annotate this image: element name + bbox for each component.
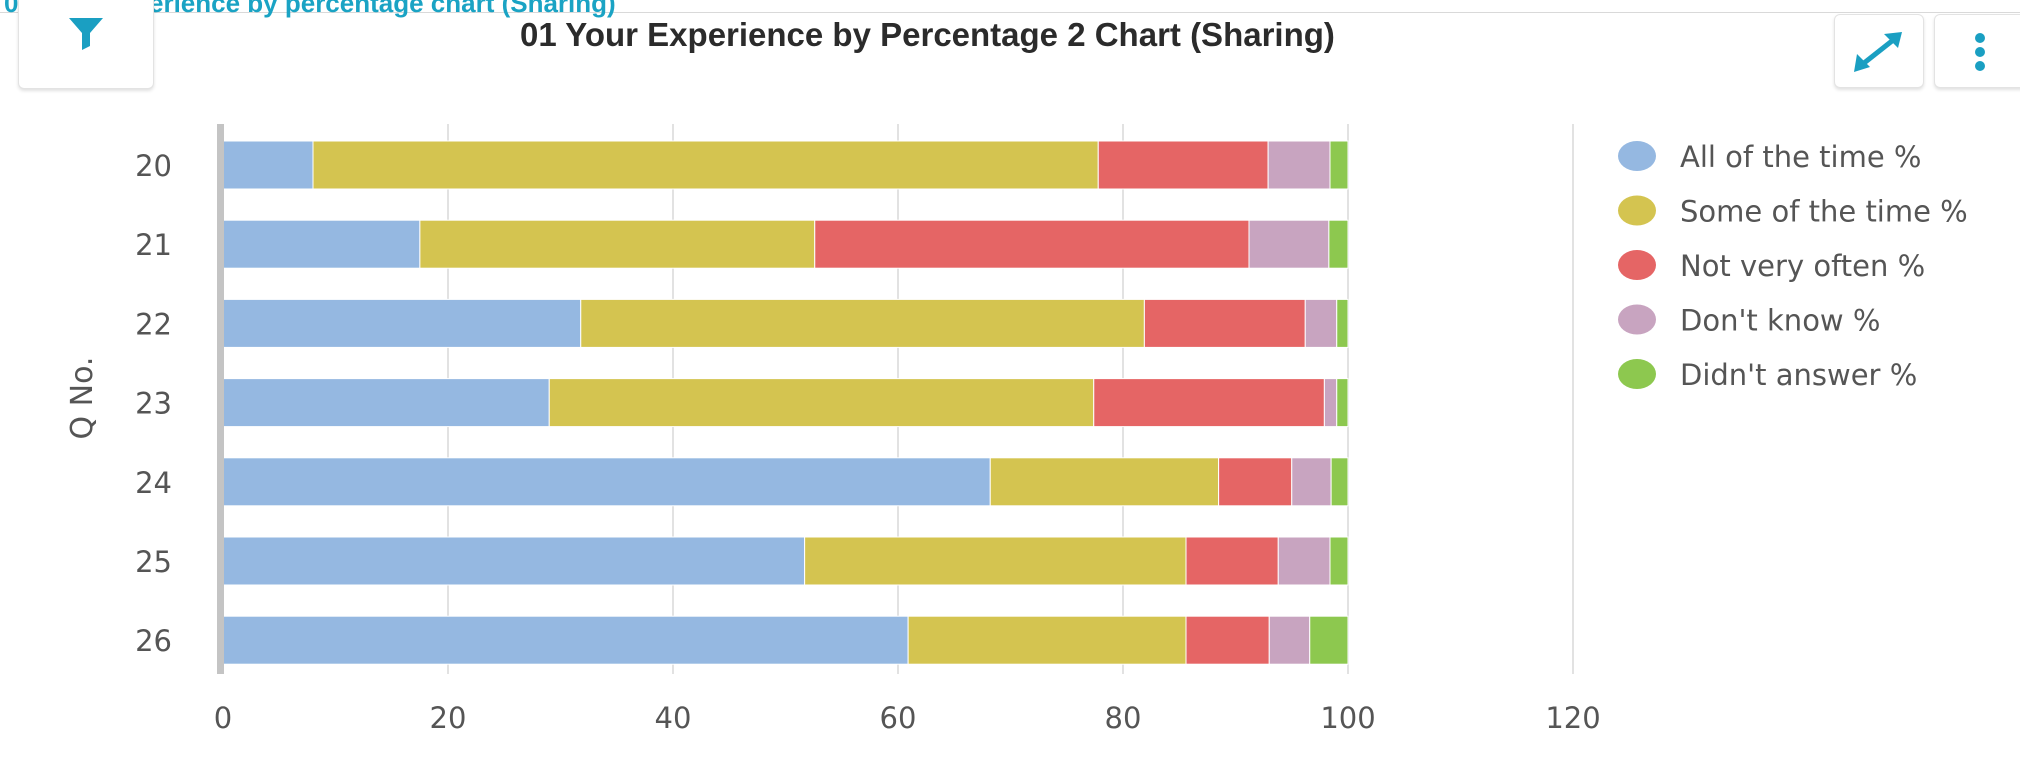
legend-marker <box>1618 250 1656 280</box>
page-heading: 01 Your experience by percentage chart (… <box>4 0 616 18</box>
bar-segment <box>1336 378 1349 428</box>
chart-title: 01 Your Experience by Percentage 2 Chart… <box>520 16 1335 53</box>
bar-segment <box>1185 536 1279 586</box>
x-tick-label: 60 <box>880 701 917 735</box>
y-category-label: 22 <box>135 307 172 341</box>
bar-segment <box>1291 457 1332 507</box>
menu-button[interactable] <box>1934 14 2020 88</box>
legend-marker <box>1618 141 1656 171</box>
bar-segment <box>222 536 806 586</box>
bar-segment <box>222 457 991 507</box>
bar-segment <box>1248 219 1330 269</box>
x-tick-label: 40 <box>655 701 692 735</box>
bar-segment <box>222 615 909 665</box>
bar-segment <box>1093 378 1325 428</box>
y-axis-categories: 20 21 22 23 24 25 26 <box>135 149 172 658</box>
legend-marker <box>1618 304 1656 335</box>
legend-label: Not very often % <box>1680 249 1925 283</box>
x-tick-label: 120 <box>1545 701 1600 735</box>
bar-segment <box>1328 219 1349 269</box>
bar-segment <box>222 219 421 269</box>
bar-segment <box>1268 615 1311 665</box>
bars <box>222 140 1349 665</box>
bar-segment <box>1097 140 1269 190</box>
bar-segment <box>1304 298 1338 348</box>
y-category-label: 20 <box>135 149 172 183</box>
y-category-label: 25 <box>135 545 172 579</box>
x-tick-label: 0 <box>214 701 232 735</box>
bar-segment <box>1277 536 1331 586</box>
bar-segment <box>989 457 1220 507</box>
legend-label: Didn't answer % <box>1680 358 1917 392</box>
bar-segment <box>580 298 1145 348</box>
bar-segment <box>222 298 582 348</box>
bar-segment <box>1329 140 1349 190</box>
filter-button[interactable] <box>18 0 154 89</box>
expand-icon <box>1854 32 1902 72</box>
y-axis-title: Q No. <box>65 357 100 440</box>
y-axis-line <box>217 124 224 674</box>
bar-segment <box>548 378 1095 428</box>
bar-segment <box>1330 457 1349 507</box>
bar-segment <box>222 140 314 190</box>
y-category-label: 23 <box>135 387 172 421</box>
bar-segment <box>222 378 550 428</box>
vertical-ellipsis-icon <box>1975 33 1985 71</box>
legend-label: Don't know % <box>1680 304 1880 338</box>
bar-segment <box>804 536 1187 586</box>
bar-segment <box>907 615 1187 665</box>
bar-segment <box>1267 140 1331 190</box>
y-category-label: 24 <box>135 466 172 500</box>
expand-button[interactable] <box>1834 14 1924 88</box>
legend: All of the time % Some of the time % Not v… <box>1618 140 1968 392</box>
legend-marker <box>1618 195 1656 226</box>
legend-marker <box>1618 359 1656 389</box>
header-divider <box>0 0 2020 13</box>
x-tick-label: 20 <box>430 701 467 735</box>
legend-label: Some of the time % <box>1680 195 1968 229</box>
x-axis-ticks: 0 20 40 60 80 100 120 <box>214 701 1601 735</box>
bar-segment <box>1329 536 1349 586</box>
bar-segment <box>1185 615 1270 665</box>
bar-segment <box>1143 298 1306 348</box>
y-category-label: 26 <box>135 624 172 658</box>
y-category-label: 21 <box>135 228 172 262</box>
bar-segment <box>312 140 1099 190</box>
legend-label: All of the time % <box>1680 140 1921 174</box>
bar-segment <box>814 219 1250 269</box>
x-tick-label: 80 <box>1105 701 1142 735</box>
bar-segment <box>419 219 816 269</box>
bar-segment <box>1218 457 1293 507</box>
filter-icon <box>69 18 103 50</box>
x-tick-label: 100 <box>1320 701 1375 735</box>
bar-segment <box>1323 378 1338 428</box>
bar-segment <box>1309 615 1349 665</box>
bar-segment <box>1336 298 1349 348</box>
